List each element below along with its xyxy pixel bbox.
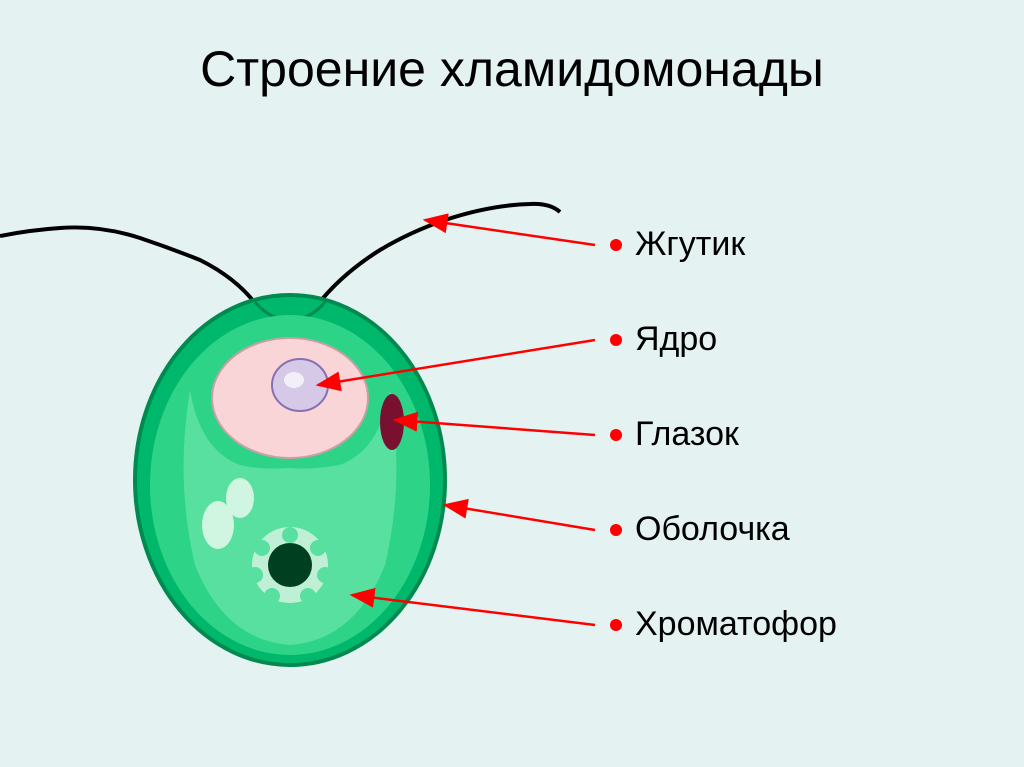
flagellum-right [315,204,560,308]
label-chromatophore: Хроматофор [635,605,837,644]
bullet-icon [610,239,622,251]
eyespot [380,394,404,450]
arrow-membrane [445,505,595,530]
arrow-flagellum [425,220,595,245]
label-eyespot: Глазок [635,415,739,454]
label-membrane: Оболочка [635,510,790,549]
bullet-icon [610,524,622,536]
bullet-icon [610,334,622,346]
bullet-icon [610,619,622,631]
label-flagellum: Жгутик [635,225,745,264]
vacuole-right [226,478,254,518]
cell-diagram: Жгутик Ядро Глазок Оболочка Хроматофор [0,0,1024,767]
label-nucleus: Ядро [635,320,717,359]
flagellum-left [0,227,260,310]
bullet-icon [610,429,622,441]
